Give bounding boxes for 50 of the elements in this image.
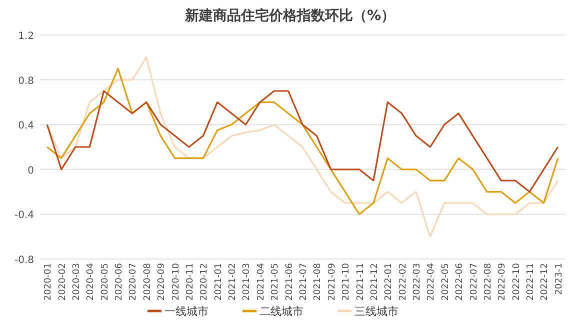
x-tick-label: 2021-04 (256, 262, 266, 301)
x-tick-label: 2021-08 (313, 262, 324, 301)
x-tick-label: 2021-03 (242, 263, 252, 301)
x-tick-label: 2021-10 (342, 262, 352, 301)
x-tick-label: 2022-09 (498, 262, 508, 301)
y-tick-label: 0 (28, 165, 34, 176)
x-tick-label: 2021-05 (270, 263, 281, 301)
x-tick-label: 2022-08 (483, 262, 494, 301)
x-tick-label: 2021-09 (327, 262, 338, 301)
x-tick-label: 2022-07 (469, 263, 480, 301)
y-tick-label: 0.8 (18, 76, 34, 87)
x-tick-label: 2022-02 (398, 263, 408, 301)
x-tick-label: 2021-12 (370, 263, 380, 301)
x-tick-label: 2020-09 (157, 262, 168, 301)
x-tick-label: 2022-06 (455, 262, 466, 301)
x-tick-label: 2022-05 (440, 263, 451, 301)
x-tick-label: 2020-06 (114, 262, 125, 301)
x-tick-label: 2020-03 (72, 263, 82, 301)
x-tick-label: 2020-12 (200, 263, 210, 301)
line-series (46, 90, 559, 193)
x-tick-label: 2020-05 (100, 263, 110, 301)
x-tick-label: 2022-10 (512, 262, 522, 301)
y-tick-label: 1.2 (18, 31, 34, 42)
x-tick-label: 2022-01 (384, 263, 394, 301)
x-tick-label: 2021-07 (299, 263, 309, 301)
chart-title: 新建商品住宅价格指数环比（%） (184, 7, 396, 24)
legend-label: 二线城市 (260, 305, 304, 318)
line-series (46, 68, 559, 215)
x-tick-label: 2021-01 (214, 263, 224, 301)
x-tick-label: 2020-04 (86, 262, 96, 301)
x-tick-label: 2020-07 (128, 263, 139, 301)
x-tick-label: 2020-02 (58, 263, 68, 301)
y-tick-label: 0.4 (18, 120, 34, 132)
x-tick-label: 2022-12 (540, 263, 550, 301)
x-tick-label: 2020-11 (185, 263, 196, 301)
x-tick-label: 2020-08 (142, 262, 153, 301)
legend-label: 三线城市 (354, 305, 398, 318)
y-tick-label: -0.4 (14, 210, 34, 222)
line-series (46, 56, 559, 238)
x-tick-label: 2021-11 (356, 263, 366, 301)
x-tick-label: 2020-01 (44, 263, 54, 301)
x-tick-label: 2021-02 (228, 263, 238, 301)
x-tick-label: 2022-04 (426, 262, 437, 301)
x-tick-label: 2022-11 (526, 263, 536, 301)
x-tick-label: 2020-10 (171, 262, 182, 301)
x-tick-label: 2022-03 (412, 263, 423, 301)
x-tick-label: 2021-06 (284, 262, 295, 301)
legend-label: 一线城市 (164, 305, 208, 318)
x-tick-label: 2023-1 (554, 263, 564, 295)
y-tick-label: -0.8 (14, 255, 34, 266)
